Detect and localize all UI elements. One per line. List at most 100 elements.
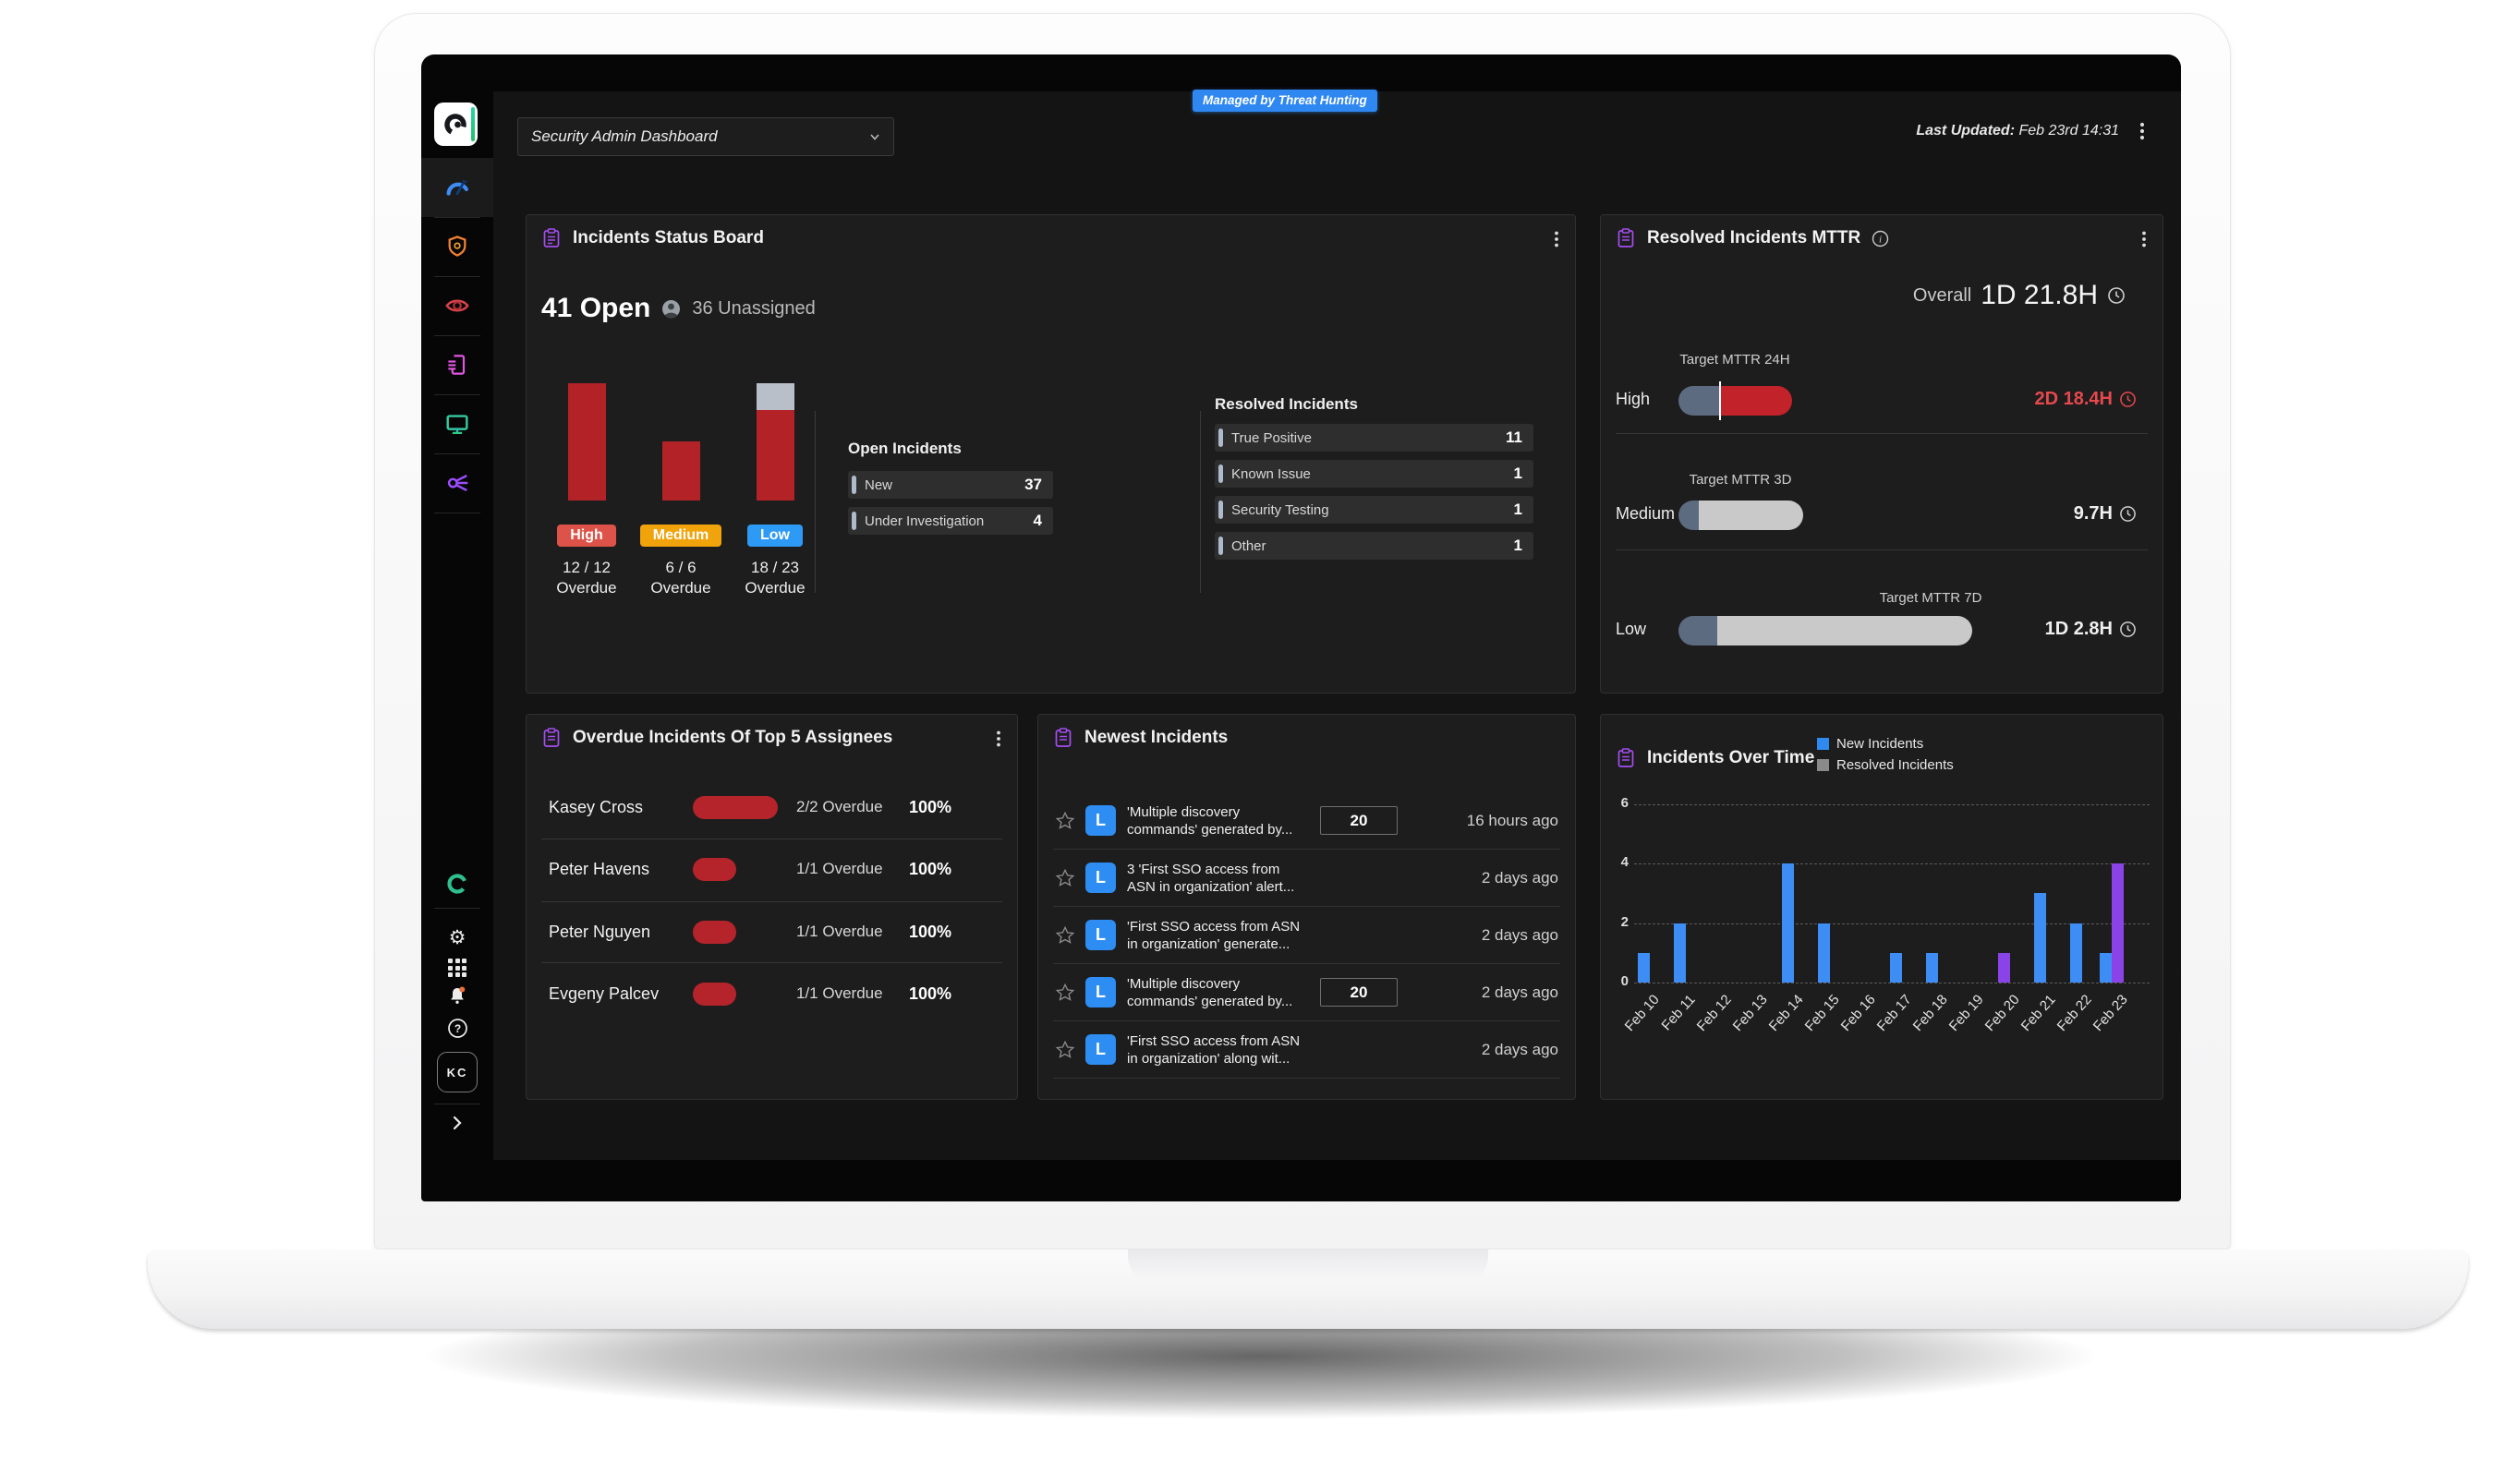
mttr-severity-label: Low <box>1616 620 1647 638</box>
sidebar-item-shield[interactable] <box>421 217 493 276</box>
sidebar-item-network[interactable] <box>421 453 493 513</box>
star-icon[interactable] <box>1055 811 1075 831</box>
star-icon[interactable] <box>1055 1040 1075 1060</box>
severity-badge-low[interactable]: Low <box>747 525 803 547</box>
severity-fraction: 18 / 23 <box>751 559 799 576</box>
status-label: True Positive <box>1231 429 1312 446</box>
incident-count-box: 20 <box>1320 806 1398 835</box>
legend-entry: Resolved Incidents <box>1817 754 1954 776</box>
star-icon[interactable] <box>1055 983 1075 1003</box>
incident-title-line1: 'First SSO access from ASN <box>1127 918 1301 935</box>
mttr-value-text: 9.7H <box>2073 503 2113 524</box>
mttr-kebab-menu[interactable] <box>2137 230 2151 248</box>
assignees-kebab-menu[interactable] <box>991 730 1006 748</box>
star-icon[interactable] <box>1055 925 1075 946</box>
info-icon[interactable]: i <box>1872 230 1889 247</box>
incident-row[interactable]: L 'Multiple discovery commands' generated … <box>1053 792 1560 850</box>
sidebar-item-report[interactable] <box>421 335 493 394</box>
status-row-other[interactable]: Other 1 <box>1215 532 1533 560</box>
eye-icon <box>445 299 469 312</box>
assignee-row[interactable]: Kasey Cross 2/2 Overdue 100% <box>527 787 1017 827</box>
divider <box>815 411 816 593</box>
incident-time: 2 days ago <box>1481 1040 1558 1058</box>
status-board-kebab-menu[interactable] <box>1549 230 1564 248</box>
settings-gear-icon[interactable]: ⚙ <box>448 926 466 948</box>
status-row-security-testing[interactable]: Security Testing 1 <box>1215 496 1533 524</box>
severity-badge-medium[interactable]: Medium <box>639 525 722 547</box>
cortex-logo[interactable] <box>434 103 478 146</box>
incident-row[interactable]: L 'First SSO access from ASN in organizati… <box>1053 1021 1560 1079</box>
laptop-base <box>148 1249 2468 1329</box>
star-icon[interactable] <box>1055 868 1075 888</box>
dashboard-selector[interactable]: Security Admin Dashboard <box>517 117 894 156</box>
mttr-fill-segment <box>1699 501 1803 530</box>
assignee-name: Peter Nguyen <box>549 922 651 941</box>
star-icon[interactable] <box>1055 868 1075 888</box>
open-incidents-title: Open Incidents <box>848 440 962 457</box>
incident-row[interactable]: L 'First SSO access from ASN in organizati… <box>1053 907 1560 964</box>
status-row-new[interactable]: New 37 <box>848 471 1053 499</box>
incident-title-line2: ASN in organization' alert... <box>1127 878 1295 895</box>
row-marker <box>1218 537 1223 555</box>
incident-row[interactable]: L 3 'First SSO access from ASN in organiza… <box>1053 850 1560 907</box>
row-marker <box>1218 428 1223 447</box>
star-icon[interactable] <box>1055 983 1075 1003</box>
assignee-name: Evgeny Palcev <box>549 983 660 1003</box>
mttr-severity-label: Medium <box>1616 504 1676 523</box>
sidebar-item-dashboard-gauge[interactable] <box>421 158 493 217</box>
incident-row[interactable]: L 'Multiple discovery commands' generated … <box>1053 964 1560 1021</box>
sidebar: ⚙? KC <box>421 91 493 1160</box>
last-updated-value: Feb 23rd 14:31 <box>2018 123 2119 139</box>
board-icon <box>1617 228 1634 247</box>
resolved-incidents-list: True Positive 11 Known Issue 1 Security Test… <box>1215 424 1533 568</box>
row-divider <box>1616 433 2148 434</box>
incident-time: 16 hours ago <box>1466 811 1558 829</box>
apps-grid-icon[interactable] <box>421 954 493 982</box>
ring-logo-icon[interactable] <box>421 870 493 898</box>
status-count: 1 <box>1513 501 1522 518</box>
assignee-name: Kasey Cross <box>549 797 644 816</box>
status-count: 4 <box>1033 512 1042 529</box>
star-icon[interactable] <box>1055 811 1075 831</box>
managed-by-badge: Managed by Threat Hunting <box>1193 90 1377 112</box>
bar-new-incidents <box>1925 952 1938 983</box>
shield-icon <box>448 235 466 257</box>
bar-resolved-incidents <box>1997 952 2010 983</box>
panel-resolved-incidents-mttr: Resolved Incidents MTTR i Overall 1 <box>1600 214 2163 694</box>
board-icon <box>1617 748 1634 767</box>
status-row-under-investigation[interactable]: Under Investigation 4 <box>848 507 1053 535</box>
mttr-target-segment <box>1678 501 1699 530</box>
assignee-bar-cell <box>693 982 796 1006</box>
status-row-known-issue[interactable]: Known Issue 1 <box>1215 460 1533 488</box>
severity-badge-high[interactable]: High <box>557 525 616 547</box>
star-icon[interactable] <box>1055 925 1075 946</box>
incident-title-line2: commands' generated by... <box>1127 821 1293 838</box>
legend-swatch <box>1817 738 1829 750</box>
assignee-row[interactable]: Peter Nguyen 1/1 Overdue 100% <box>527 911 1017 952</box>
help-icon[interactable]: ? <box>421 1014 493 1042</box>
star-icon[interactable] <box>1055 1040 1075 1060</box>
clock-icon <box>2120 506 2136 522</box>
status-row-true-positive[interactable]: True Positive 11 <box>1215 424 1533 452</box>
notifications-bell-icon[interactable] <box>421 982 493 1009</box>
mttr-target-tick <box>1719 381 1721 420</box>
page-kebab-menu[interactable] <box>2134 121 2150 141</box>
mttr-target-segment <box>1678 386 1720 416</box>
assignee-row[interactable]: Evgeny Palcev 1/1 Overdue 100% <box>527 973 1017 1014</box>
mttr-severity-label: High <box>1616 390 1651 408</box>
sidebar-divider <box>434 394 480 395</box>
incident-type-badge: L <box>1085 863 1116 893</box>
mttr-value-text: 1D 2.8H <box>2044 619 2113 639</box>
sidebar-item-eye[interactable] <box>421 276 493 335</box>
row-marker <box>852 476 856 494</box>
panel-title: Newest Incidents <box>1084 728 1229 747</box>
status-label: Under Investigation <box>865 513 985 529</box>
clock-icon <box>2108 287 2125 304</box>
sidebar-item-monitor[interactable] <box>421 394 493 453</box>
user-avatar[interactable]: KC <box>437 1052 478 1092</box>
row-divider <box>1616 549 2148 550</box>
overdue-bar <box>693 857 736 881</box>
board-icon <box>543 728 560 747</box>
assignee-row[interactable]: Peter Havens 1/1 Overdue 100% <box>527 849 1017 889</box>
expand-chevron-icon[interactable] <box>421 1109 493 1137</box>
